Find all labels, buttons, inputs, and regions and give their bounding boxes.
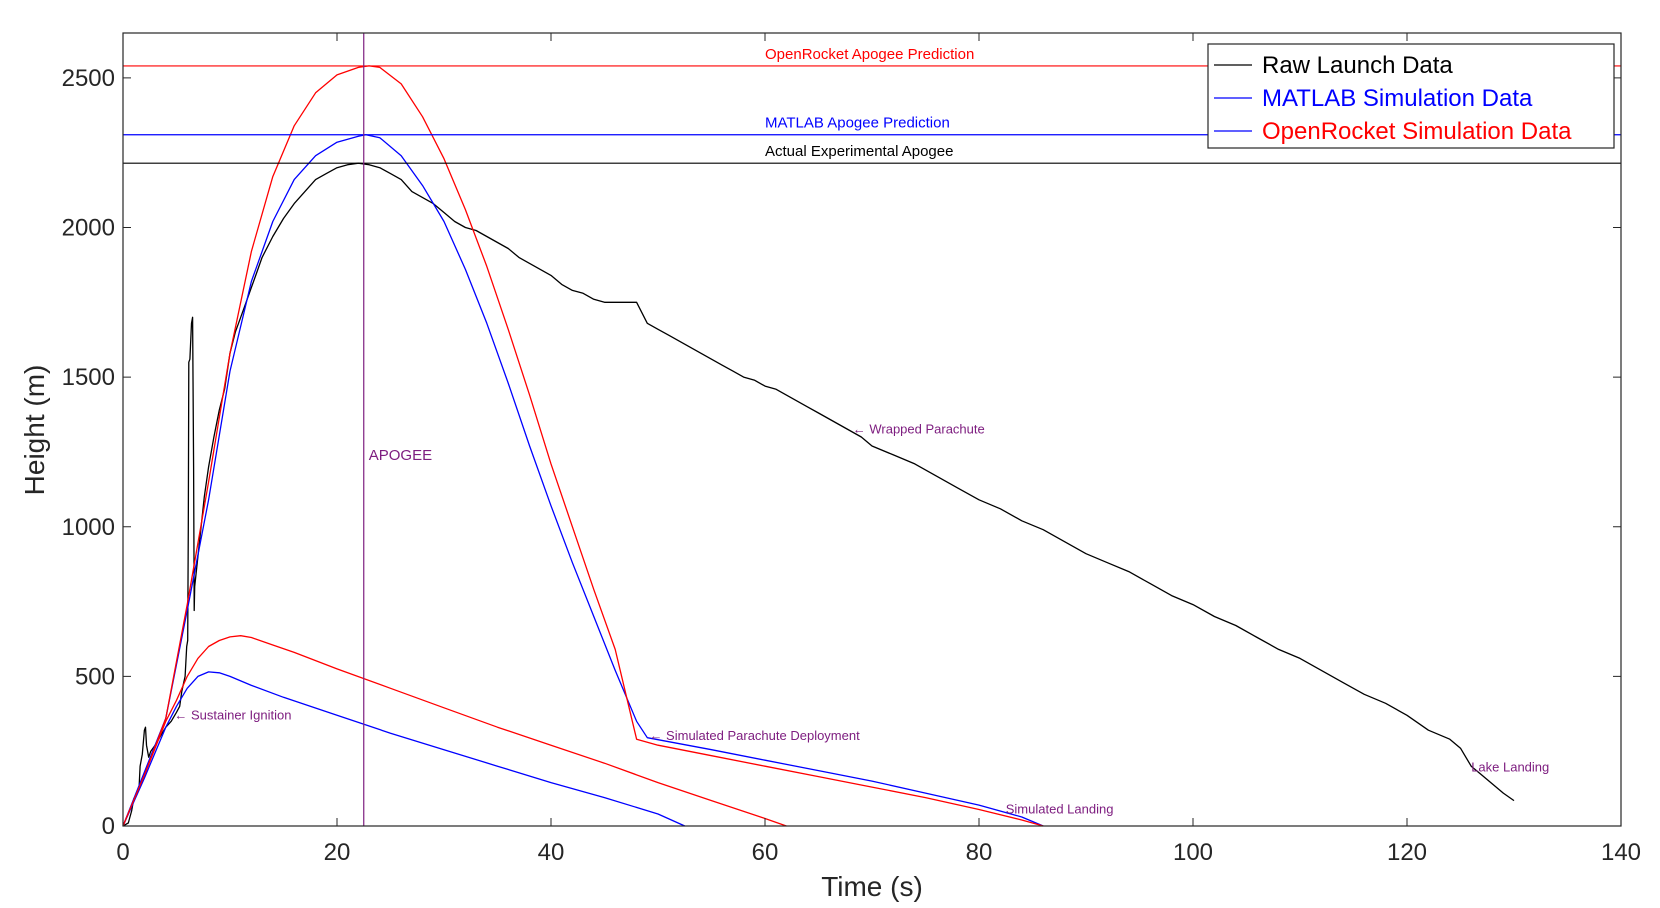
x-tick-label-1: 20 — [324, 839, 351, 866]
y-tick-label-0: 0 — [102, 813, 115, 840]
annotation-label-1: ← Simulated Parachute Deployment — [649, 728, 860, 743]
x-tick-label-0: 0 — [116, 839, 129, 866]
annotation-label-3: Simulated Landing — [1006, 802, 1114, 817]
y-tick-label-2: 1000 — [62, 514, 115, 541]
y-axis-label: Height (m) — [19, 365, 50, 496]
legend-label-raw: Raw Launch Data — [1262, 52, 1453, 79]
plot-frame — [122, 32, 1622, 827]
x-axis-label: Time (s) — [821, 871, 923, 902]
legend-label-matlab: MATLAB Simulation Data — [1262, 85, 1533, 112]
legend: Raw Launch Data MATLAB Simulation Data O… — [1207, 43, 1615, 149]
ref-line-label-0: OpenRocket Apogee Prediction — [765, 46, 974, 63]
series-line-2 — [122, 65, 1044, 827]
annotation-label-0: ← Sustainer Ignition — [174, 707, 291, 722]
x-tick-label-2: 40 — [538, 839, 565, 866]
y-tick-label-4: 2000 — [62, 215, 115, 242]
x-tick-label-7: 140 — [1601, 839, 1641, 866]
reference-lines: OpenRocket Apogee Prediction MATLAB Apoge… — [123, 33, 1621, 826]
annotation-label-2: ← Wrapped Parachute — [853, 422, 985, 437]
ref-line-label-1: MATLAB Apogee Prediction — [765, 115, 950, 132]
x-tick-label-6: 120 — [1387, 839, 1427, 866]
annotations: ← Sustainer Ignition ← Simulated Parachut… — [174, 422, 1549, 817]
series-line-3 — [122, 671, 686, 827]
annotation-label-4: Lake Landing — [1471, 760, 1549, 775]
y-tick-label-1: 500 — [75, 663, 115, 690]
y-tick-label-3: 1500 — [62, 364, 115, 391]
ref-line-label-3: APOGEE — [369, 447, 432, 464]
x-tick-label-5: 100 — [1173, 839, 1213, 866]
series-line-1 — [122, 134, 1044, 827]
series-line-4 — [122, 635, 787, 827]
axis-ticks: 0 20 40 60 80 100 120 140 0 500 1000 1500 2000 2500 — [62, 33, 1641, 866]
x-tick-label-4: 80 — [966, 839, 993, 866]
legend-box — [1207, 43, 1615, 149]
ref-line-label-2: Actual Experimental Apogee — [765, 143, 953, 160]
series-layer — [122, 65, 1515, 827]
x-tick-label-3: 60 — [752, 839, 779, 866]
legend-label-openrocket: OpenRocket Simulation Data — [1262, 118, 1572, 145]
y-tick-label-5: 2500 — [62, 65, 115, 92]
